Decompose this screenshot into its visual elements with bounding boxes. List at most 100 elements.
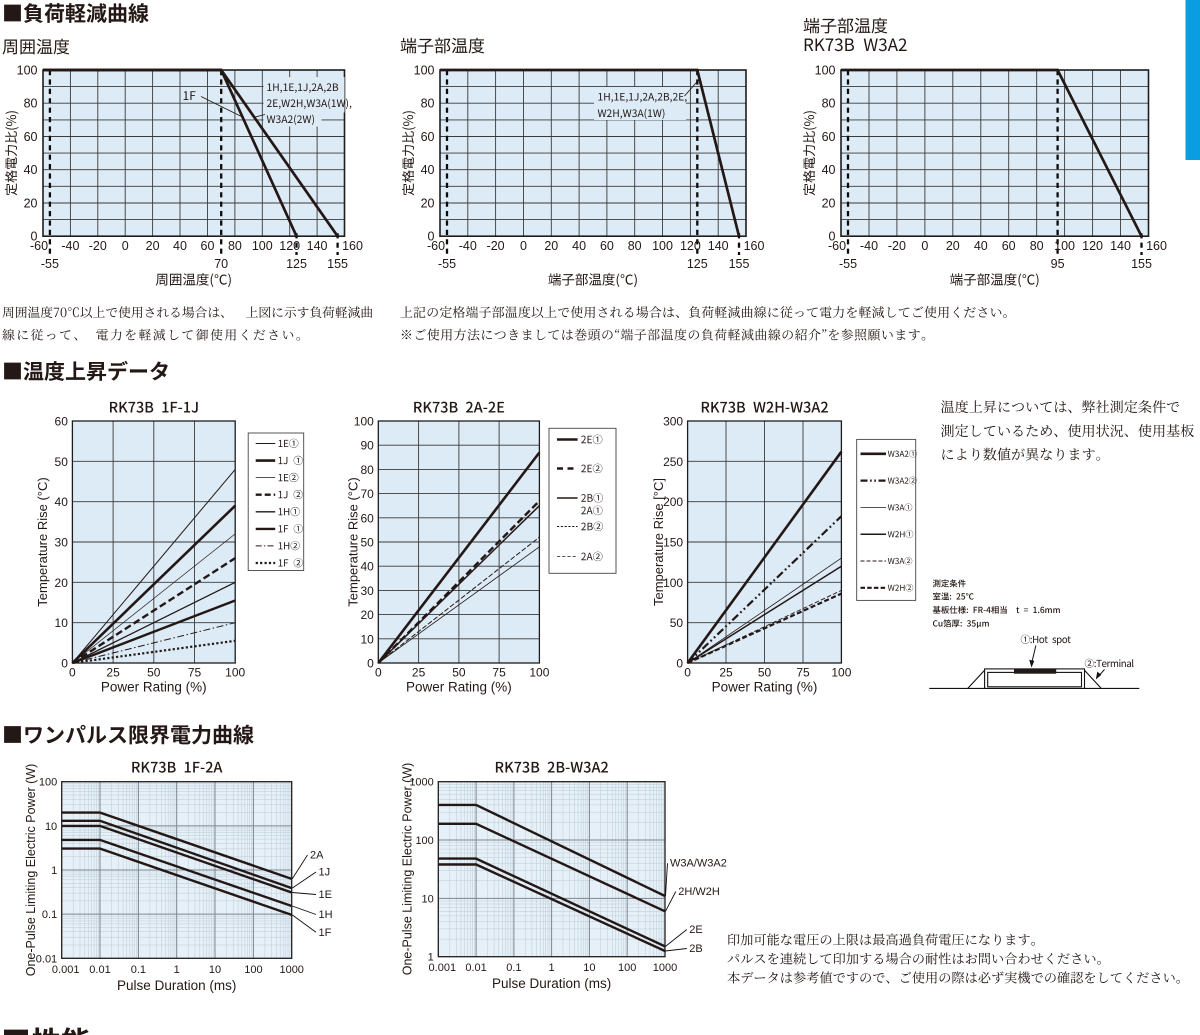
svg-text:-20: -20 xyxy=(487,239,505,253)
svg-text:140: 140 xyxy=(708,239,729,253)
svg-text:200: 200 xyxy=(663,495,683,509)
svg-text:1000: 1000 xyxy=(653,962,677,974)
svg-text:10: 10 xyxy=(422,893,434,905)
svg-text:10: 10 xyxy=(360,632,374,646)
svg-text:60: 60 xyxy=(24,130,38,144)
svg-text:2E: 2E xyxy=(689,924,702,936)
svg-text:75: 75 xyxy=(492,666,506,680)
svg-text:30: 30 xyxy=(55,536,69,550)
svg-text:-20: -20 xyxy=(888,239,906,253)
svg-text:100: 100 xyxy=(252,239,273,253)
svg-text:40: 40 xyxy=(24,163,38,177)
svg-text:Power Rating (%): Power Rating (%) xyxy=(406,680,512,695)
svg-text:10: 10 xyxy=(55,616,69,630)
svg-text:125: 125 xyxy=(286,257,307,271)
svg-text:70: 70 xyxy=(360,487,374,501)
svg-text:40: 40 xyxy=(421,163,435,177)
svg-text:140: 140 xyxy=(307,239,328,253)
svg-text:-40: -40 xyxy=(860,239,878,253)
svg-text:1: 1 xyxy=(174,964,180,976)
svg-text:100: 100 xyxy=(815,64,836,78)
svg-text:0: 0 xyxy=(829,230,836,244)
svg-text:0: 0 xyxy=(122,239,129,253)
svg-text:20: 20 xyxy=(55,576,69,590)
svg-text:2A: 2A xyxy=(310,850,324,862)
svg-text:60: 60 xyxy=(822,130,836,144)
svg-text:30: 30 xyxy=(360,584,374,598)
svg-text:20: 20 xyxy=(24,197,38,211)
svg-text:40: 40 xyxy=(572,239,586,253)
svg-text:140: 140 xyxy=(1110,239,1131,253)
svg-text:100: 100 xyxy=(225,666,245,680)
svg-text:100: 100 xyxy=(652,239,673,253)
svg-text:20: 20 xyxy=(544,239,558,253)
svg-text:25: 25 xyxy=(106,666,120,680)
svg-text:0.01: 0.01 xyxy=(89,964,110,976)
svg-text:100: 100 xyxy=(244,964,262,976)
svg-text:10: 10 xyxy=(583,962,595,974)
svg-text:60: 60 xyxy=(201,239,215,253)
svg-text:60: 60 xyxy=(360,511,374,525)
svg-text:0.001: 0.001 xyxy=(429,962,457,974)
svg-text:100: 100 xyxy=(529,666,549,680)
svg-text:-60: -60 xyxy=(427,239,445,253)
svg-text:25: 25 xyxy=(412,666,426,680)
svg-text:0.1: 0.1 xyxy=(131,964,146,976)
svg-text:-55: -55 xyxy=(438,257,456,271)
svg-text:60: 60 xyxy=(55,415,69,429)
svg-text:250: 250 xyxy=(663,455,683,469)
svg-text:100: 100 xyxy=(831,666,851,680)
svg-text:80: 80 xyxy=(822,97,836,111)
svg-text:0: 0 xyxy=(520,239,527,253)
svg-text:50: 50 xyxy=(670,616,684,630)
svg-text:125: 125 xyxy=(687,257,708,271)
svg-text:0: 0 xyxy=(375,666,382,680)
svg-text:155: 155 xyxy=(327,257,348,271)
svg-text:40: 40 xyxy=(974,239,988,253)
svg-text:20: 20 xyxy=(822,197,836,211)
svg-text:50: 50 xyxy=(758,666,772,680)
svg-text:1000: 1000 xyxy=(279,964,303,976)
svg-text:100: 100 xyxy=(415,835,433,847)
svg-text:0.1: 0.1 xyxy=(506,962,521,974)
svg-text:0.01: 0.01 xyxy=(465,962,486,974)
svg-text:-40: -40 xyxy=(459,239,477,253)
svg-text:160: 160 xyxy=(342,239,363,253)
svg-text:1000: 1000 xyxy=(409,777,433,789)
svg-text:90: 90 xyxy=(360,439,374,453)
svg-text:One-Pulse Limiting Electric Po: One-Pulse Limiting Electric Power (W) xyxy=(401,763,415,976)
svg-text:-60: -60 xyxy=(30,239,48,253)
svg-text:Temperature Rise (°C): Temperature Rise (°C) xyxy=(35,477,50,606)
svg-text:80: 80 xyxy=(24,97,38,111)
svg-text:Temperature Rise [°C]: Temperature Rise [°C] xyxy=(651,478,666,606)
svg-text:20: 20 xyxy=(146,239,160,253)
svg-text:160: 160 xyxy=(1146,239,1167,253)
svg-text:10: 10 xyxy=(209,964,221,976)
svg-text:60: 60 xyxy=(421,130,435,144)
svg-text:0: 0 xyxy=(367,657,374,671)
svg-text:150: 150 xyxy=(663,536,683,550)
svg-text:75: 75 xyxy=(796,666,810,680)
svg-text:40: 40 xyxy=(822,163,836,177)
svg-text:100: 100 xyxy=(1054,239,1075,253)
svg-text:100: 100 xyxy=(414,64,435,78)
svg-text:120: 120 xyxy=(279,239,300,253)
svg-text:1E: 1E xyxy=(319,889,332,901)
svg-text:Pulse Duration (ms): Pulse Duration (ms) xyxy=(492,976,611,991)
svg-text:60: 60 xyxy=(1002,239,1016,253)
svg-text:50: 50 xyxy=(452,666,466,680)
svg-text:95: 95 xyxy=(1051,257,1065,271)
svg-text:80: 80 xyxy=(628,239,642,253)
svg-text:-60: -60 xyxy=(828,239,846,253)
svg-text:120: 120 xyxy=(1082,239,1103,253)
svg-text:0.001: 0.001 xyxy=(52,964,80,976)
svg-text:1: 1 xyxy=(549,962,555,974)
svg-text:2H/W2H: 2H/W2H xyxy=(678,886,720,898)
svg-text:40: 40 xyxy=(360,560,374,574)
svg-text:10: 10 xyxy=(45,821,57,833)
svg-text:0: 0 xyxy=(61,657,68,671)
svg-text:1F: 1F xyxy=(319,927,332,939)
svg-text:100: 100 xyxy=(663,576,683,590)
svg-text:155: 155 xyxy=(1131,257,1152,271)
svg-text:20: 20 xyxy=(946,239,960,253)
